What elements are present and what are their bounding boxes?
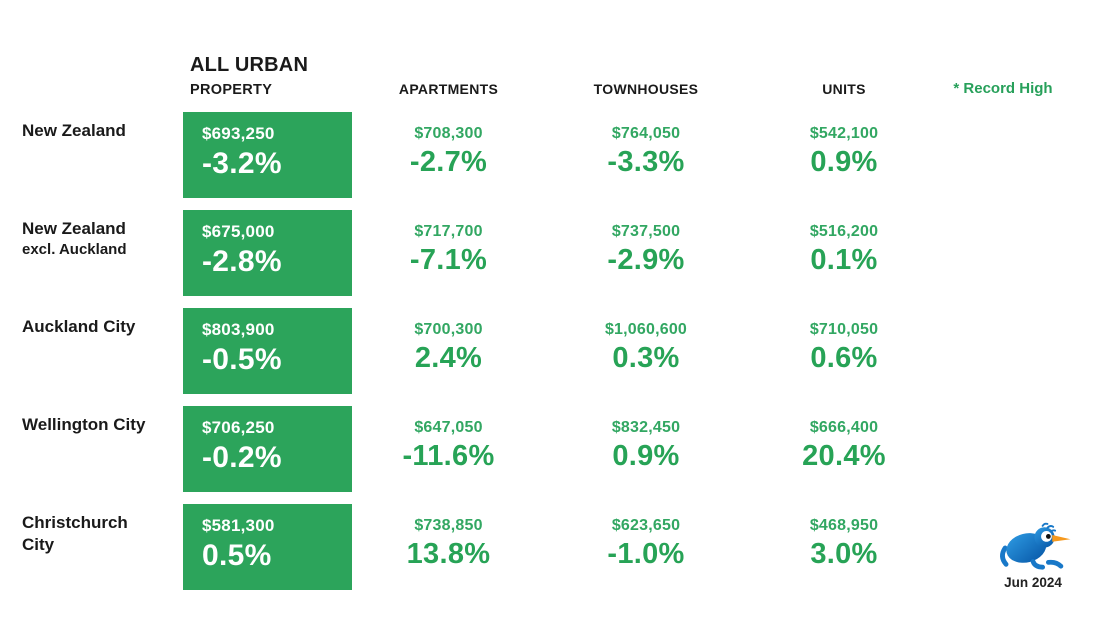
all-urban-value-box: $706,250 -0.2%	[183, 406, 352, 492]
apartments-cell: $700,300 2.4%	[352, 308, 545, 394]
price-value: $693,250	[202, 124, 275, 143]
price-value: $542,100	[809, 125, 879, 142]
price-value: $516,200	[809, 223, 879, 240]
change-value: -0.5%	[202, 343, 282, 376]
row-label: Auckland City	[0, 308, 183, 394]
change-value: -3.3%	[607, 146, 685, 178]
change-value: 0.9%	[810, 146, 878, 178]
price-value: $706,250	[202, 418, 275, 437]
row-label-line1: New Zealand	[22, 121, 126, 140]
townhouses-cell: $1,060,600 0.3%	[545, 308, 747, 394]
row-end-spacer	[941, 406, 1093, 492]
property-subtitle: PROPERTY	[190, 82, 273, 98]
column-header-all-urban: ALL URBAN PROPERTY	[183, 54, 352, 98]
table-row: Christchurch City $581,300 0.5% $738,850…	[0, 504, 1093, 590]
units-cell: $710,050 0.6%	[747, 308, 941, 394]
change-value: -0.2%	[202, 441, 282, 474]
price-value: $738,850	[414, 517, 483, 534]
table-row: New Zealand excl. Auckland $675,000 -2.8…	[0, 210, 1093, 296]
change-value: 13.8%	[406, 538, 491, 570]
all-urban-value-box: $675,000 -2.8%	[183, 210, 352, 296]
townhouses-cell: $832,450 0.9%	[545, 406, 747, 492]
townhouses-cell: $737,500 -2.9%	[545, 210, 747, 296]
row-end-spacer	[941, 210, 1093, 296]
change-value: -1.0%	[607, 538, 685, 570]
price-value: $647,050	[414, 419, 483, 436]
column-header-apartments: APARTMENTS	[398, 81, 499, 97]
change-value: 20.4%	[802, 440, 886, 472]
row-label-line1: Wellington City	[22, 415, 146, 434]
row-label-line1: Christchurch	[22, 513, 128, 532]
price-value: $803,900	[202, 320, 275, 339]
change-value: 0.1%	[810, 244, 878, 276]
apartments-cell: $708,300 -2.7%	[352, 112, 545, 198]
price-value: $832,450	[611, 419, 681, 436]
townhouses-cell: $623,650 -1.0%	[545, 504, 747, 590]
townhouses-cell: $764,050 -3.3%	[545, 112, 747, 198]
row-label: Christchurch City	[0, 504, 183, 590]
price-value: $675,000	[202, 222, 275, 241]
price-value: $700,300	[414, 321, 483, 338]
units-cell: $468,950 3.0%	[747, 504, 941, 590]
change-value: -3.2%	[202, 147, 282, 180]
table-row: New Zealand $693,250 -3.2% $708,300 -2.7…	[0, 112, 1093, 198]
row-end-spacer	[941, 308, 1093, 394]
all-urban-value-box: $581,300 0.5%	[183, 504, 352, 590]
price-value: $708,300	[414, 125, 483, 142]
all-urban-value-box: $693,250 -3.2%	[183, 112, 352, 198]
row-label: Wellington City	[0, 406, 183, 492]
change-value: -2.8%	[202, 245, 282, 278]
units-cell: $516,200 0.1%	[747, 210, 941, 296]
change-value: 0.3%	[612, 342, 680, 374]
all-urban-title: ALL URBAN	[190, 54, 309, 76]
price-value: $737,500	[611, 223, 681, 240]
price-value: $764,050	[611, 125, 681, 142]
price-value: $717,700	[414, 223, 483, 240]
table-row: Auckland City $803,900 -0.5% $700,300 2.…	[0, 308, 1093, 394]
change-value: 3.0%	[810, 538, 878, 570]
row-label: New Zealand	[0, 112, 183, 198]
row-label-line2: excl. Auckland	[22, 241, 127, 259]
change-value: -2.7%	[409, 146, 488, 178]
row-label: New Zealand excl. Auckland	[0, 210, 183, 296]
price-value: $710,050	[809, 321, 879, 338]
change-value: -2.9%	[607, 244, 685, 276]
brand-block: Jun 2024	[987, 522, 1079, 590]
table-row: Wellington City $706,250 -0.2% $647,050 …	[0, 406, 1093, 492]
column-header-townhouses: TOWNHOUSES	[593, 81, 699, 97]
change-value: 0.6%	[810, 342, 878, 374]
price-value: $666,400	[809, 419, 879, 436]
column-header-units: UNITS	[822, 81, 866, 97]
record-high-note: * Record High	[953, 80, 1053, 97]
apartments-cell: $647,050 -11.6%	[352, 406, 545, 492]
price-value: $623,650	[611, 517, 681, 534]
price-value: $1,060,600	[604, 321, 688, 338]
row-label-line2: City	[22, 535, 55, 555]
units-cell: $542,100 0.9%	[747, 112, 941, 198]
change-value: -7.1%	[409, 244, 488, 276]
price-value: $581,300	[202, 516, 275, 535]
all-urban-value-box: $803,900 -0.5%	[183, 308, 352, 394]
apartments-cell: $717,700 -7.1%	[352, 210, 545, 296]
date-label: Jun 2024	[1004, 575, 1062, 590]
apartments-cell: $738,850 13.8%	[352, 504, 545, 590]
row-label-line1: New Zealand	[22, 219, 126, 238]
units-cell: $666,400 20.4%	[747, 406, 941, 492]
row-end-spacer	[941, 112, 1093, 198]
kiwi-bird-logo-icon	[987, 522, 1079, 572]
change-value: 2.4%	[414, 342, 483, 374]
change-value: 0.9%	[612, 440, 680, 472]
change-value: 0.5%	[202, 539, 272, 572]
price-value: $468,950	[809, 517, 879, 534]
header-row: ALL URBAN PROPERTY APARTMENTS TOWNHOUSES…	[0, 0, 1093, 98]
row-label-line1: Auckland City	[22, 317, 136, 336]
change-value: -11.6%	[402, 440, 495, 472]
